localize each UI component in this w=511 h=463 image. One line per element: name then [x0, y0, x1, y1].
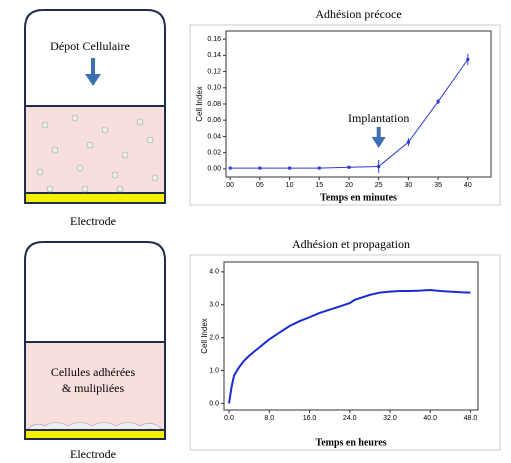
y-axis-label: Cell Index	[200, 318, 209, 354]
base-label: Electrode	[70, 447, 116, 461]
y-tick-label: 0.10	[207, 85, 221, 92]
y-tick-label: 1.0	[209, 367, 219, 374]
cell-layer	[26, 422, 164, 431]
x-tick-label: 32.0	[383, 415, 397, 422]
y-tick-label: 0.14	[207, 52, 221, 59]
data-point	[436, 100, 440, 104]
x-axis-label: Temps en heures	[315, 437, 386, 448]
y-tick-label: 0.06	[207, 117, 221, 124]
annotation-arrow-head	[371, 137, 386, 148]
plot-area	[223, 261, 479, 411]
y-tick-label: 0.00	[207, 166, 221, 173]
x-tick-label: 16.0	[303, 415, 317, 422]
data-point	[317, 166, 321, 170]
annotation: Implantation	[348, 111, 409, 125]
x-tick-label: 15	[315, 182, 323, 189]
chart-panel	[189, 24, 501, 206]
data-point	[288, 166, 292, 170]
data-line	[228, 288, 471, 404]
y-tick-label: 0.04	[207, 133, 221, 140]
y-axis-label: Cell Index	[195, 86, 204, 122]
x-tick-label: 30	[405, 182, 413, 189]
chart-title: Adhésion précoce	[315, 7, 401, 21]
caption: Cellules adhérées	[51, 365, 136, 379]
x-tick-label: 05	[256, 182, 264, 189]
y-tick-label: 0.16	[207, 36, 221, 43]
data-point	[347, 165, 351, 169]
x-tick-label: 40	[464, 182, 472, 189]
y-tick-label: 0.0	[209, 400, 219, 407]
electrode	[24, 429, 166, 440]
y-tick-label: 2.0	[209, 334, 219, 341]
caption: Dépot Cellulaire	[50, 39, 130, 53]
chart-title: Adhésion et propagation	[292, 237, 410, 251]
data-point	[466, 57, 470, 61]
medium	[26, 342, 164, 429]
medium	[26, 106, 164, 192]
x-tick-label: 40.0	[423, 415, 437, 422]
x-tick-label: 25	[375, 182, 383, 189]
x-tick-label: 48.0	[464, 415, 478, 422]
x-tick-label: 20	[345, 182, 353, 189]
y-tick-label: 0.02	[207, 150, 221, 157]
x-tick-label: 8.0	[264, 415, 274, 422]
x-tick-label: 10	[286, 182, 294, 189]
base-label: Electrode	[70, 214, 116, 228]
arrow-head	[85, 74, 101, 86]
x-tick-label: 35	[434, 182, 442, 189]
data-point	[406, 140, 410, 144]
chart-panel	[189, 254, 501, 451]
well-diagram: Dépot Cellulaire Electrode	[24, 9, 166, 228]
well-diagram: Cellules adhérées & mulipliées Electrode	[24, 241, 166, 461]
electrode	[24, 192, 166, 204]
x-tick-label: 0.0	[224, 415, 234, 422]
x-axis-label: Temps en minutes	[320, 192, 397, 203]
data-point	[258, 166, 262, 170]
y-tick-label: 0.08	[207, 101, 221, 108]
y-tick-label: 3.0	[209, 302, 219, 309]
caption: & mulipliées	[62, 381, 125, 395]
y-tick-label: 0.12	[207, 68, 221, 75]
data-point	[377, 164, 381, 168]
plot-area	[225, 30, 492, 178]
cells	[36, 114, 159, 193]
y-tick-label: 4.0	[209, 269, 219, 276]
x-tick-label: 00	[226, 182, 234, 189]
x-tick-label: 24.0	[343, 415, 357, 422]
data-point	[228, 166, 232, 170]
